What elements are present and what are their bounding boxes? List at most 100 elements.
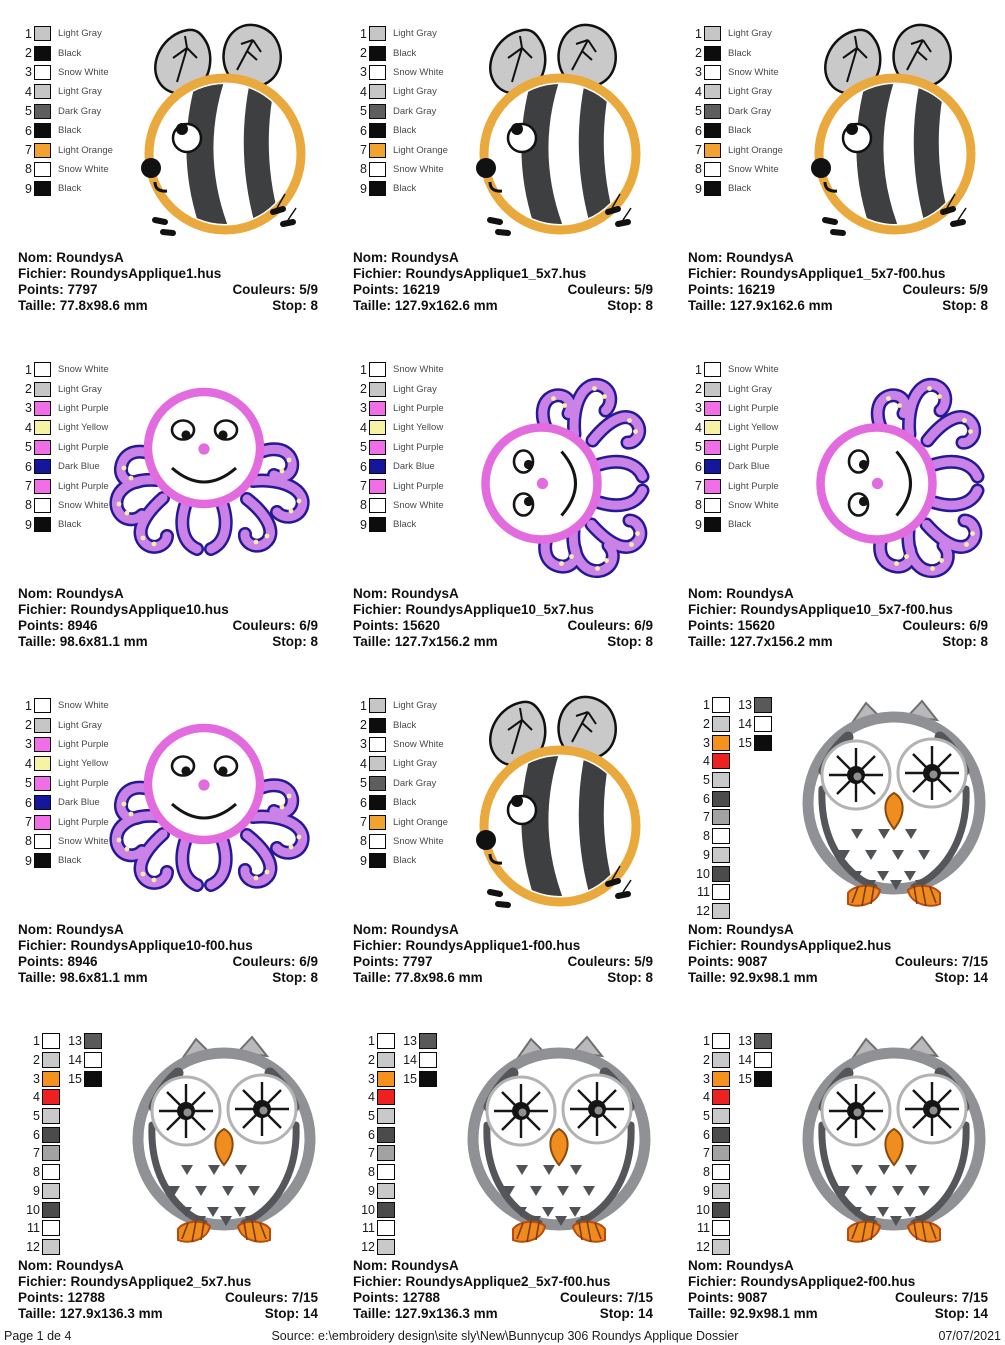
color-name: Black [58,47,82,59]
legend-item: 6 Dark Blue [18,793,109,812]
fichier-label: Fichier: [18,266,67,281]
legend-item: 2 Black [353,43,448,62]
color-swatch [369,142,386,158]
color-swatch [377,1145,395,1162]
color-name: Dark Blue [393,461,435,473]
fichier-value: RoundysApplique1-f00.hus [405,938,581,953]
color-swatch [712,1145,730,1162]
color-swatch [704,439,721,455]
legend-item: 7 [688,1144,730,1163]
color-name: Snow White [58,835,109,847]
legend-item: 7 [18,1144,60,1163]
nom-label: Nom: [353,1258,388,1273]
legend-item: 4 Light Yellow [18,754,109,773]
thread-number: 15 [68,1071,82,1086]
taille-label: Taille: [353,1306,392,1321]
thread-number: 6 [25,123,32,138]
legend-item: 8 Snow White [353,160,448,179]
couleurs: Couleurs: 5/9 [567,954,653,970]
color-name: Light Purple [58,738,109,750]
taille-stop-line: Taille: 127.7x156.2 mm Stop: 8 [688,634,988,650]
stop: Stop: 14 [265,1306,318,1322]
color-name: Light Purple [393,441,444,453]
color-name: Black [393,855,417,867]
fichier-value: RoundysApplique1.hus [70,266,222,281]
design-meta: Nom: RoundysA Fichier: RoundysApplique2.… [688,922,988,986]
color-name: Snow White [58,499,109,511]
legend-item: 3 Snow White [18,63,113,82]
design-cell-8: 1 Light Gray 2 Black 3 Snow White 4 Light Gray 5… [335,672,670,1008]
thread-number: 5 [360,440,367,455]
fichier-label: Fichier: [688,266,737,281]
thread-number: 5 [360,104,367,119]
thread-number: 6 [360,795,367,810]
points-label: Points: [353,618,399,633]
design-meta: Nom: RoundysA Fichier: RoundysApplique10… [18,922,318,986]
color-swatch [704,381,721,397]
color-swatch [84,1070,102,1087]
thread-number: 2 [360,46,367,61]
color-name: Light Gray [728,86,772,98]
legend-item: 15 [60,1069,102,1088]
thread-number: 4 [25,756,32,771]
design-cell-5: 1 Snow White 2 Light Gray 3 Light Purple 4 Ligh… [335,336,670,672]
color-name: Light Yellow [393,422,444,434]
legend-item: 1 Light Gray [18,24,113,43]
color-name: Light Purple [393,402,444,414]
thread-number: 6 [33,1127,40,1142]
nom-value: RoundysA [56,922,124,937]
color-swatch [377,1201,395,1218]
color-swatch [34,853,51,869]
points: Points: 8946 [18,954,98,970]
legend-item: 9 Black [688,515,779,534]
color-swatch [754,1052,772,1069]
fichier-value: RoundysApplique2_5x7-f00.hus [405,1274,611,1289]
color-swatch [712,1182,730,1199]
legend-item: 6 [688,789,730,808]
color-name: Light Gray [58,383,102,395]
stop-label: Stop: [272,634,307,649]
thread-number: 7 [360,143,367,158]
legend-item: 3 [688,733,730,752]
color-name: Light Orange [393,144,448,156]
couleurs: Couleurs: 5/9 [567,282,653,298]
couleurs: Couleurs: 6/9 [902,618,988,634]
color-name: Light Gray [393,383,437,395]
thread-number: 12 [696,903,710,918]
legend-item: 7 Light Purple [688,476,779,495]
color-swatch [34,142,51,158]
color-name: Snow White [393,364,444,376]
legend-item: 3 [353,1069,395,1088]
color-swatch [704,84,721,100]
legend-item: 7 Light Purple [18,476,109,495]
thread-number: 3 [33,1071,40,1086]
taille-label: Taille: [18,1306,57,1321]
color-swatch [34,736,51,752]
points-couleurs-line: Points: 12788 Couleurs: 7/15 [18,1290,318,1306]
legend-item: 10 [688,1200,730,1219]
color-swatch [712,1108,730,1125]
thread-number: 6 [25,795,32,810]
legend-item: 7 [688,808,730,827]
thread-number: 15 [403,1071,417,1086]
thread-number: 13 [403,1034,417,1049]
fichier-value: RoundysApplique10.hus [70,602,229,617]
color-swatch [42,1220,60,1237]
thread-color-legend: 1 Light Gray 2 Black 3 Snow White 4 Light Gray 5… [353,696,448,871]
stop: Stop: 8 [272,298,318,314]
color-name: Light Gray [393,28,437,40]
taille-label: Taille: [353,634,392,649]
color-swatch [712,1126,730,1143]
legend-item: 7 Light Orange [353,140,448,159]
thread-number: 3 [703,1071,710,1086]
stop: Stop: 14 [600,1306,653,1322]
stop: Stop: 8 [272,634,318,650]
thread-number: 3 [25,737,32,752]
color-name: Snow White [728,499,779,511]
legend-item: 2 Light Gray [353,379,444,398]
thread-number: 1 [25,698,32,713]
design-meta: Nom: RoundysA Fichier: RoundysApplique1.… [18,250,318,314]
taille-label: Taille: [353,970,392,985]
thread-number: 12 [696,1239,710,1254]
color-swatch [369,64,386,80]
